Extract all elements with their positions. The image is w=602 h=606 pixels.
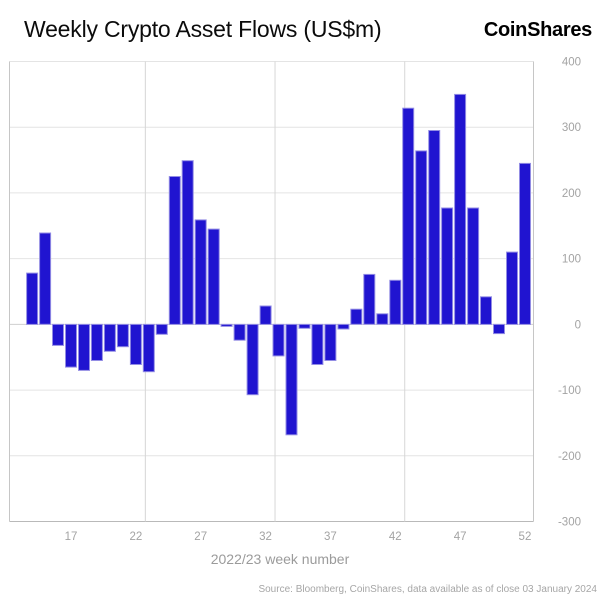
x-tick-22: 22	[129, 531, 142, 543]
bar-week-32	[259, 305, 272, 325]
bar-week-46	[441, 207, 454, 325]
bar-week-50	[493, 323, 505, 335]
bar-week-35	[298, 323, 311, 329]
bar-week-28	[207, 228, 220, 325]
bar-week-31	[246, 323, 259, 396]
bar-week-14	[26, 272, 39, 325]
bar-week-26	[181, 160, 194, 325]
y-tick--100: -100	[558, 385, 581, 397]
bar-week-39	[350, 308, 363, 325]
y-tick-400: 400	[562, 57, 581, 69]
chart-bars	[26, 93, 531, 436]
x-tick-52: 52	[519, 531, 532, 543]
bar-week-37	[324, 323, 337, 361]
bar-week-45	[428, 130, 441, 325]
x-tick-42: 42	[389, 531, 402, 543]
y-tick-100: 100	[562, 254, 581, 266]
bar-week-23	[142, 323, 155, 373]
bar-week-15	[39, 232, 52, 325]
bar-week-40	[363, 273, 376, 325]
x-tick-32: 32	[259, 531, 272, 543]
x-axis-title: 2022/23 week number	[211, 551, 350, 567]
bar-week-19	[90, 323, 103, 361]
bar-week-41	[376, 313, 389, 325]
bar-week-36	[311, 323, 324, 365]
y-axis-labels: 400 300 200 100 0 -100 -200 -300	[558, 57, 581, 529]
bar-week-29	[220, 323, 233, 327]
bar-week-27	[194, 219, 207, 325]
y-tick-0: 0	[575, 319, 581, 331]
page-title: Weekly Crypto Asset Flows (US$m)	[24, 16, 382, 42]
x-axis-labels: 17 22 27 32 37 42 47 52	[65, 531, 532, 543]
bar-week-18	[78, 323, 90, 371]
bar-week-20	[103, 323, 116, 352]
bar-week-52	[519, 162, 531, 325]
bar-week-30	[233, 323, 246, 341]
source-note: Source: Bloomberg, CoinShares, data avai…	[258, 584, 597, 595]
bar-week-43	[402, 107, 415, 325]
bar-week-47	[454, 93, 467, 325]
bar-week-24	[155, 323, 168, 335]
bar-week-16	[52, 323, 64, 346]
y-tick-200: 200	[562, 188, 581, 200]
bar-week-48	[467, 207, 480, 325]
bar-week-33	[272, 323, 285, 357]
bar-week-51	[506, 251, 518, 325]
bar-week-42	[389, 279, 402, 325]
x-tick-47: 47	[454, 531, 467, 543]
x-tick-17: 17	[65, 531, 78, 543]
bar-week-49	[480, 296, 492, 325]
chart-gridlines	[9, 61, 534, 522]
bar-week-44	[415, 150, 428, 325]
bar-week-21	[116, 323, 129, 348]
bar-week-25	[168, 176, 181, 325]
bar-week-22	[129, 323, 142, 365]
bar-week-38	[337, 323, 350, 330]
bar-week-34	[285, 323, 298, 436]
y-tick-300: 300	[562, 122, 581, 134]
y-tick--200: -200	[558, 451, 581, 463]
x-tick-37: 37	[324, 531, 337, 543]
x-tick-27: 27	[194, 531, 207, 543]
coinshares-logo: CoinShares	[483, 19, 592, 41]
bar-week-17	[65, 323, 77, 368]
y-tick--300: -300	[558, 517, 581, 529]
